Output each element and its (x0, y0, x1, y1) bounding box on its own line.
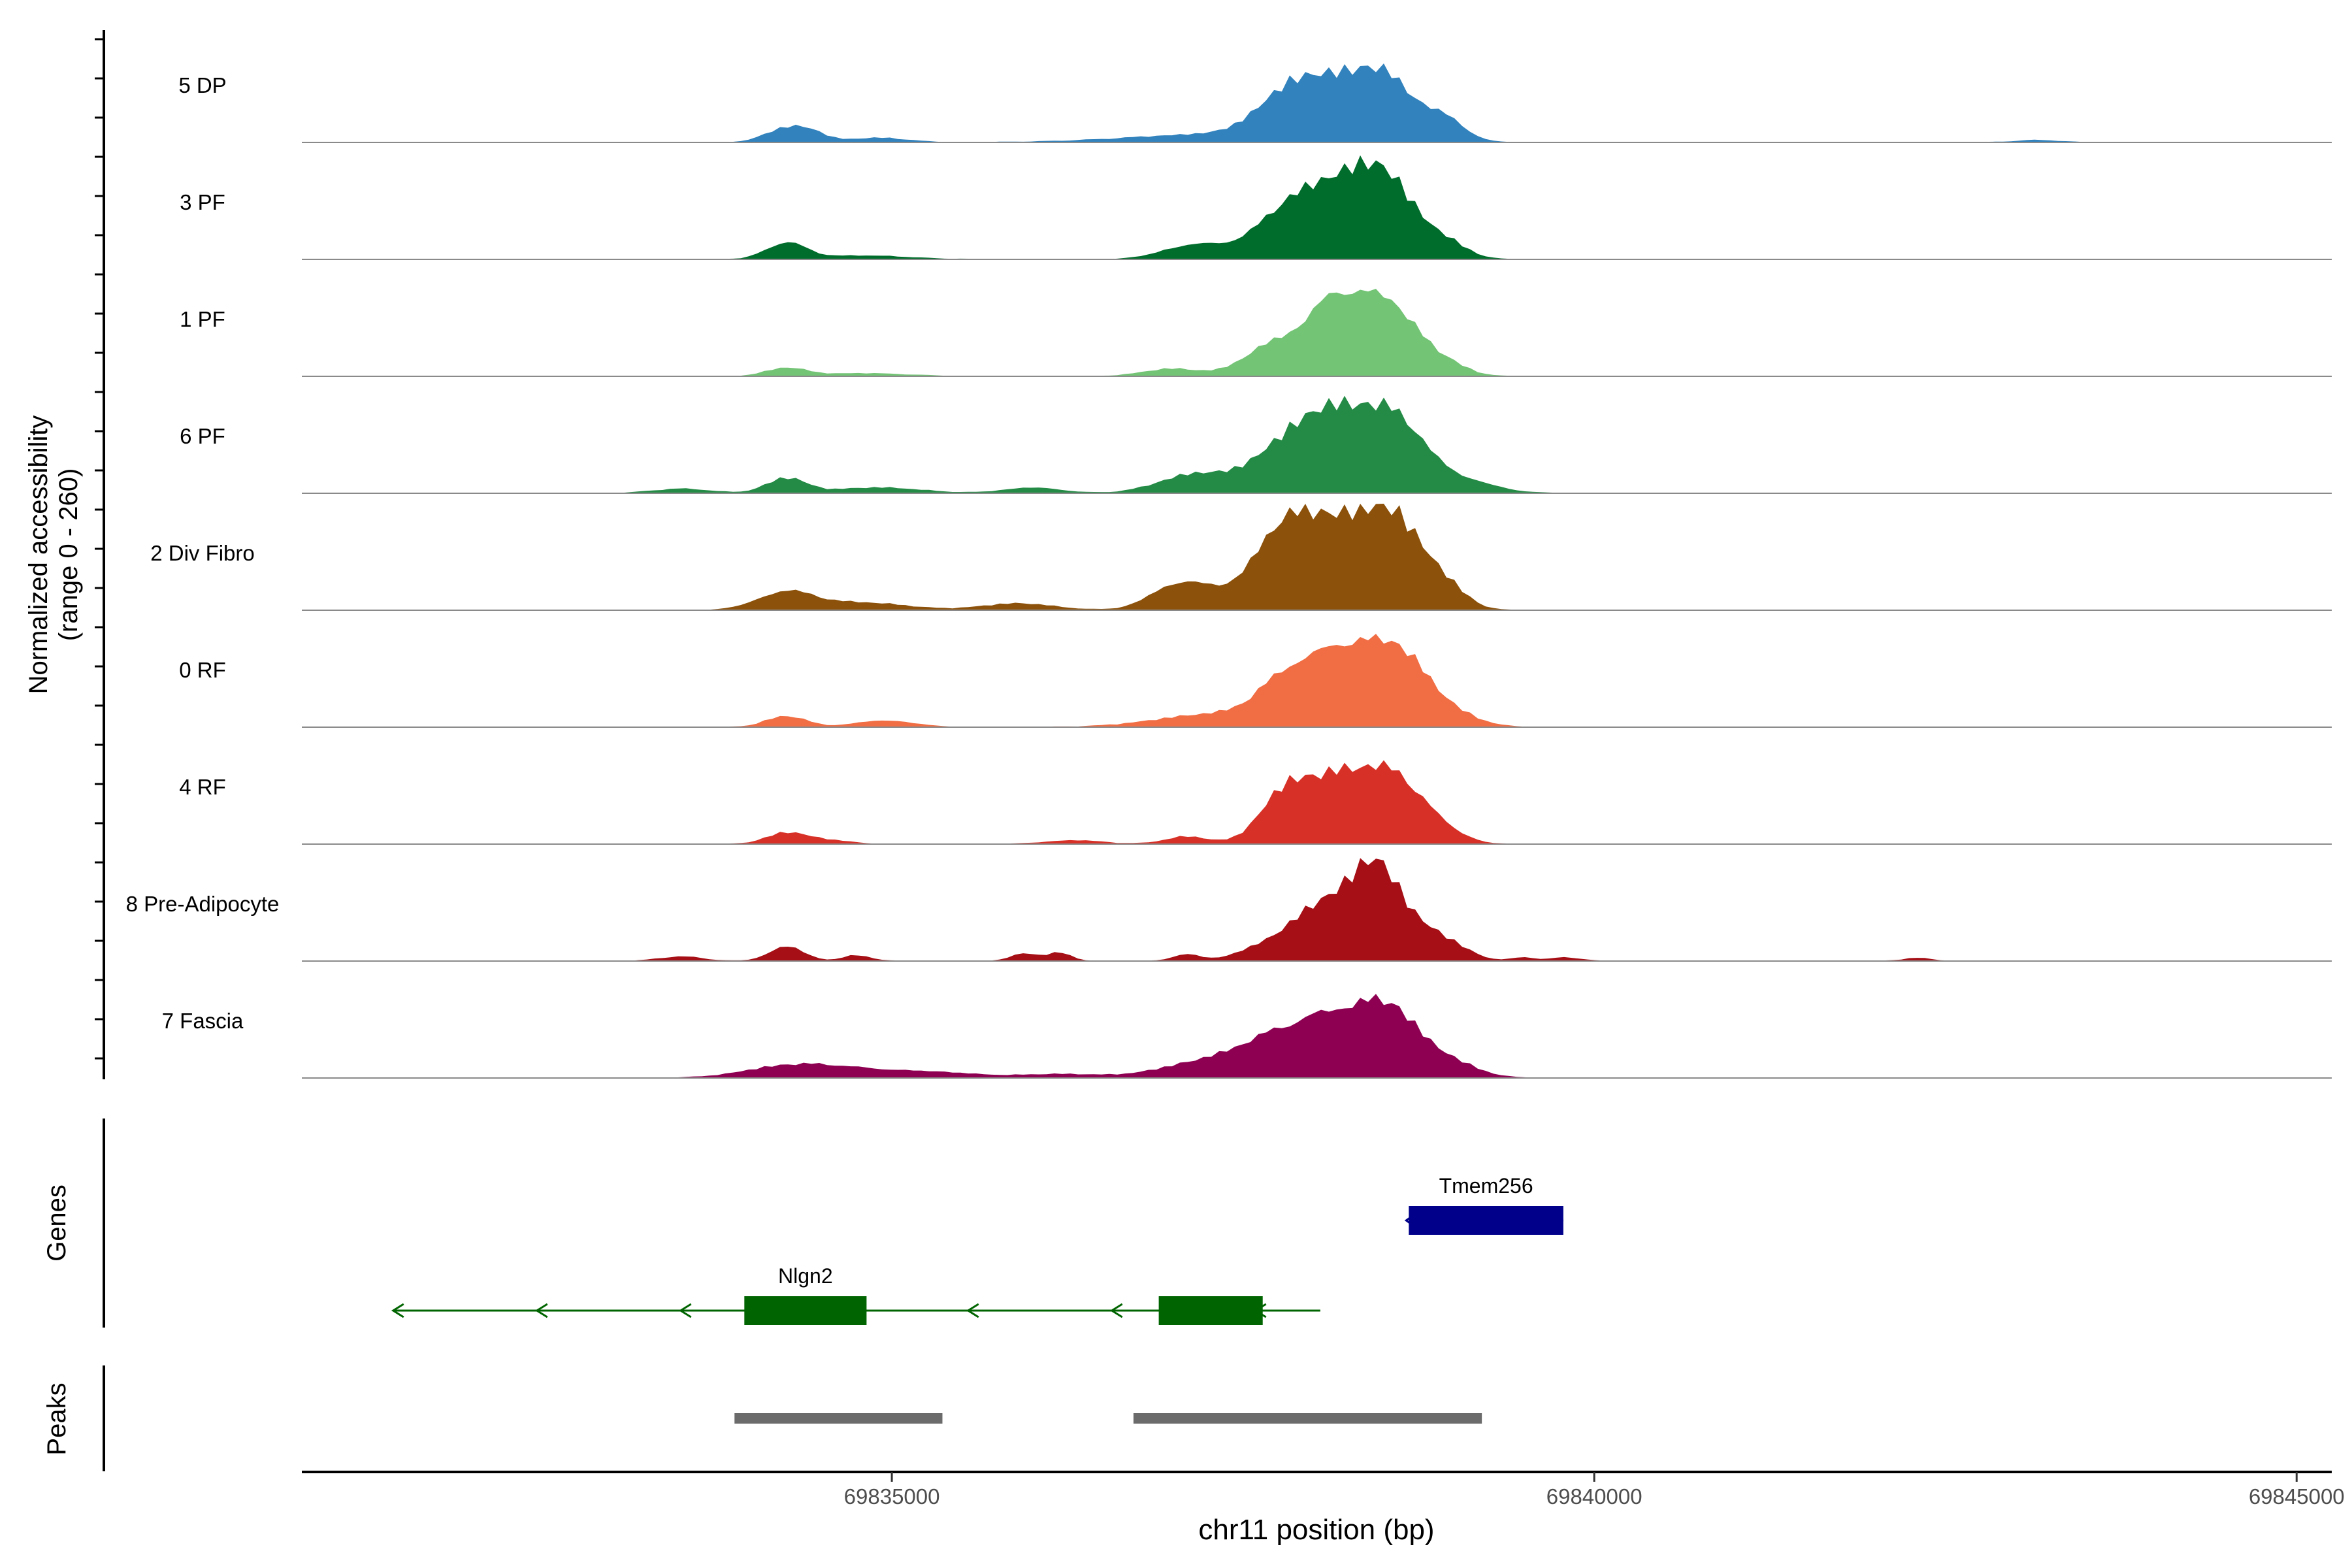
strand-arrow (534, 1303, 548, 1318)
track-3-pf: 3 PF (180, 155, 2332, 260)
track-signal (302, 760, 2332, 844)
coverage-tracks: 5 DP 3 PF 1 PF 6 PF 2 Div Fibro 0 RF 4 RF 8 Pre… (126, 63, 2332, 1079)
track-signal (302, 858, 2332, 961)
track-label: 3 PF (180, 190, 225, 214)
gene-nlgn2: Nlgn2 (391, 1264, 1320, 1325)
track-label: 5 DP (178, 73, 226, 97)
track-label: 6 PF (180, 424, 225, 448)
track-8-pre-adipocyte: 8 Pre-Adipocyte (126, 858, 2332, 962)
x-tick-label: 69840000 (1546, 1484, 1642, 1509)
track-6-pf: 6 PF (180, 395, 2332, 494)
gene-label: Nlgn2 (778, 1264, 833, 1288)
track-signal (302, 63, 2332, 142)
exon (744, 1296, 867, 1325)
track-label: 2 Div Fibro (150, 541, 255, 565)
y-axis-range-label: (range 0 - 260) (54, 468, 83, 642)
track-0-rf: 0 RF (179, 634, 2332, 728)
y-axis-title: Normalized accessibility (24, 416, 53, 694)
genes-panel: Genes Tmem256 Nlgn2 (42, 1119, 1563, 1328)
x-axis: 69835000 69840000 69845000 chr11 position … (302, 1471, 2345, 1546)
coverage-y-axis (95, 30, 105, 1079)
track-signal (302, 994, 2332, 1078)
gene-label: Tmem256 (1439, 1174, 1533, 1198)
x-tick-label: 69845000 (2249, 1484, 2345, 1509)
track-signal (302, 504, 2332, 610)
strand-arrow (1109, 1303, 1123, 1318)
peak-region (1133, 1413, 1482, 1424)
peak-region (734, 1413, 943, 1424)
x-tick-label: 69835000 (844, 1484, 940, 1509)
track-1-pf: 1 PF (180, 289, 2332, 377)
track-5-dp: 5 DP (178, 63, 2332, 143)
track-signal (302, 155, 2332, 259)
strand-arrow (678, 1303, 692, 1318)
exon (1158, 1296, 1263, 1325)
track-label: 4 RF (179, 775, 226, 799)
x-axis-title: chr11 position (bp) (1198, 1514, 1434, 1546)
track-label: 8 Pre-Adipocyte (126, 892, 280, 916)
track-signal (302, 634, 2332, 727)
peaks-panel: Peaks (42, 1365, 1482, 1471)
track-7-fascia: 7 Fascia (162, 994, 2332, 1079)
track-signal (302, 289, 2332, 376)
gene-tmem256: Tmem256 (1404, 1174, 1563, 1235)
track-label: 1 PF (180, 307, 225, 331)
peaks-axis-label: Peaks (42, 1382, 71, 1455)
track-2-div-fibro: 2 Div Fibro (150, 504, 2332, 611)
strand-arrow (966, 1303, 979, 1318)
exon (1409, 1206, 1563, 1235)
track-label: 0 RF (179, 658, 226, 682)
track-label: 7 Fascia (162, 1009, 244, 1033)
track-4-rf: 4 RF (179, 760, 2332, 845)
track-signal (302, 395, 2332, 493)
strand-arrow (391, 1303, 404, 1318)
genes-axis-label: Genes (42, 1184, 71, 1262)
